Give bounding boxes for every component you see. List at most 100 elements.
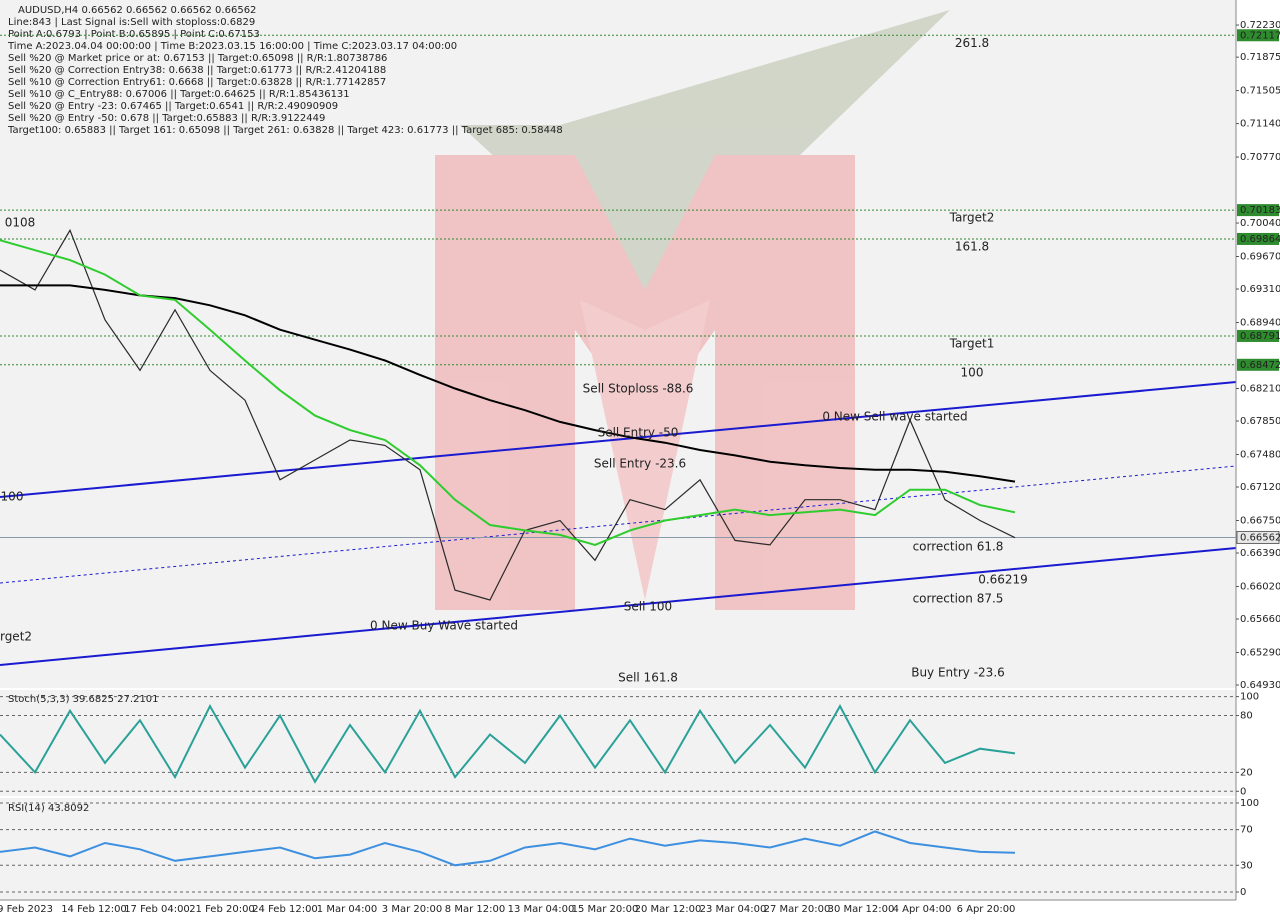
level-value: 0.68472	[1240, 360, 1280, 371]
y-tick-label: 0.70770	[1240, 152, 1280, 163]
time-label: 3 Mar 20:00	[382, 904, 442, 915]
annotation: Sell Entry -23.6	[594, 457, 686, 471]
level-name: 161.8	[955, 239, 989, 253]
level-box	[1237, 358, 1279, 371]
level-value: 0.72117	[1240, 30, 1280, 41]
time-label: 20 Mar 12:00	[635, 904, 702, 915]
info-line: Time A:2023.04.04 00:00:00 | Time B:2023…	[7, 41, 457, 52]
y-tick-label: 0.67120	[1240, 482, 1280, 493]
annotation: 0108	[5, 216, 36, 230]
annotation: 0 New Buy Wave started	[370, 619, 518, 633]
y-tick-label: 100	[1240, 798, 1259, 809]
stoch-title: Stoch(5,3,3) 39.6825 27.2101	[8, 694, 159, 705]
info-line: Sell %10 @ Correction Entry61: 0.6668 ||…	[8, 77, 386, 88]
time-label: 30 Mar 12:00	[828, 904, 895, 915]
annotation: 0 New Sell wave started	[822, 410, 967, 424]
annotation: correction 61.8	[913, 540, 1004, 554]
annotation: Buy Entry -23.6	[911, 666, 1005, 680]
level-name: 261.8	[955, 36, 989, 50]
chart-title: AUDUSD,H4 0.66562 0.66562 0.66562 0.6656…	[18, 5, 256, 16]
y-tick-label: 0.67850	[1240, 416, 1280, 427]
time-label: 24 Feb 12:00	[252, 904, 318, 915]
current-price-box	[1236, 530, 1280, 544]
channel-upper	[0, 381, 1237, 498]
info-line: Sell %20 @ Correction Entry38: 0.6638 ||…	[8, 65, 386, 76]
channel-mid	[0, 465, 1237, 584]
annotation: correction 87.5	[913, 592, 1004, 606]
info-line: Sell %10 @ C_Entry88: 0.67006 || Target:…	[8, 89, 350, 100]
rsi-title: RSI(14) 43.8092	[8, 803, 89, 814]
level-box	[1237, 29, 1279, 42]
info-line: Sell %20 @ Market price or at: 0.67153 |…	[8, 53, 387, 64]
level-box	[1237, 204, 1279, 217]
y-tick-label: 0.69310	[1240, 284, 1280, 295]
y-tick-label: 0.68940	[1240, 317, 1280, 328]
channel-lower	[0, 547, 1237, 666]
logo-v	[580, 300, 710, 600]
y-tick-label: 0	[1240, 887, 1246, 898]
time-label: 17 Feb 04:00	[124, 904, 190, 915]
time-label: 9 Feb 2023	[0, 904, 53, 915]
stoch-panel	[0, 690, 1236, 796]
time-label: 15 Mar 20:00	[572, 904, 639, 915]
info-line: Line:843 | Last Signal is:Sell with stop…	[8, 17, 255, 28]
time-label: 1 Mar 04:00	[317, 904, 377, 915]
time-label: 4 Apr 04:00	[893, 904, 952, 915]
annotation: Sell 161.8	[618, 671, 678, 685]
level-box	[1237, 232, 1279, 245]
y-tick-label: 0.65290	[1240, 647, 1280, 658]
y-tick-label: 30	[1240, 860, 1253, 871]
series-line	[0, 703, 1016, 784]
time-label: 14 Feb 12:00	[61, 904, 127, 915]
y-tick-label: 0.70040	[1240, 218, 1280, 229]
y-tick-label: 0.72230	[1240, 20, 1280, 31]
y-tick-label: 0.66390	[1240, 548, 1280, 559]
info-line: Point A:0.6793 | Point B:0.65895 | Point…	[8, 29, 260, 40]
annotation: 0.66219	[978, 573, 1028, 587]
level-name: Target1	[949, 336, 995, 350]
y-tick-label: 0.71140	[1240, 119, 1280, 130]
series-line	[0, 228, 1016, 601]
y-tick-label: 70	[1240, 825, 1253, 836]
level-name: Target2	[949, 211, 995, 225]
time-label: 21 Feb 20:00	[189, 904, 255, 915]
y-tick-label: 0.69670	[1240, 251, 1280, 262]
time-label: 27 Mar 20:00	[764, 904, 831, 915]
annotation: rget2	[0, 630, 32, 644]
y-tick-label: 0.68210	[1240, 383, 1280, 394]
info-line: Sell %20 @ Entry -23: 0.67465 || Target:…	[8, 101, 338, 112]
y-tick-label: 0.71505	[1240, 86, 1280, 97]
level-name: 100	[961, 365, 984, 379]
current-price-label: 0.66562	[1240, 532, 1280, 543]
level-value: 0.68791	[1240, 331, 1280, 342]
series-line	[0, 830, 1016, 867]
y-tick-label: 0.67480	[1240, 449, 1280, 460]
y-tick-label: 0.65660	[1240, 614, 1280, 625]
annotation: Sell Entry -50	[598, 426, 679, 440]
time-label: 8 Mar 12:00	[445, 904, 505, 915]
info-line: Target100: 0.65883 || Target 161: 0.6509…	[7, 125, 563, 136]
y-tick-label: 100	[1240, 692, 1259, 703]
time-label: 6 Apr 20:00	[957, 904, 1016, 915]
level-box	[1237, 329, 1279, 342]
y-tick-label: 0.71875	[1240, 52, 1280, 63]
y-tick-label: 0	[1240, 786, 1246, 797]
y-tick-label: 80	[1240, 711, 1253, 722]
rsi-panel	[0, 798, 1236, 900]
y-tick-label: 0.66750	[1240, 515, 1280, 526]
y-tick-label: 0.66020	[1240, 581, 1280, 592]
annotation: 100	[1, 490, 24, 504]
time-label: 13 Mar 04:00	[508, 904, 575, 915]
level-value: 0.69864	[1240, 234, 1280, 245]
annotation: Sell 100	[624, 600, 672, 614]
series-line	[0, 284, 1016, 483]
annotation: Sell Stoploss -88.6	[583, 382, 694, 396]
time-label: 23 Mar 04:00	[700, 904, 767, 915]
y-tick-label: 0.64930	[1240, 680, 1280, 691]
level-value: 0.70183	[1240, 205, 1280, 216]
series-line	[0, 239, 1016, 546]
info-line: Sell %20 @ Entry -50: 0.678 || Target:0.…	[8, 113, 325, 124]
watermark-logo	[435, 10, 950, 610]
y-tick-label: 20	[1240, 767, 1253, 778]
